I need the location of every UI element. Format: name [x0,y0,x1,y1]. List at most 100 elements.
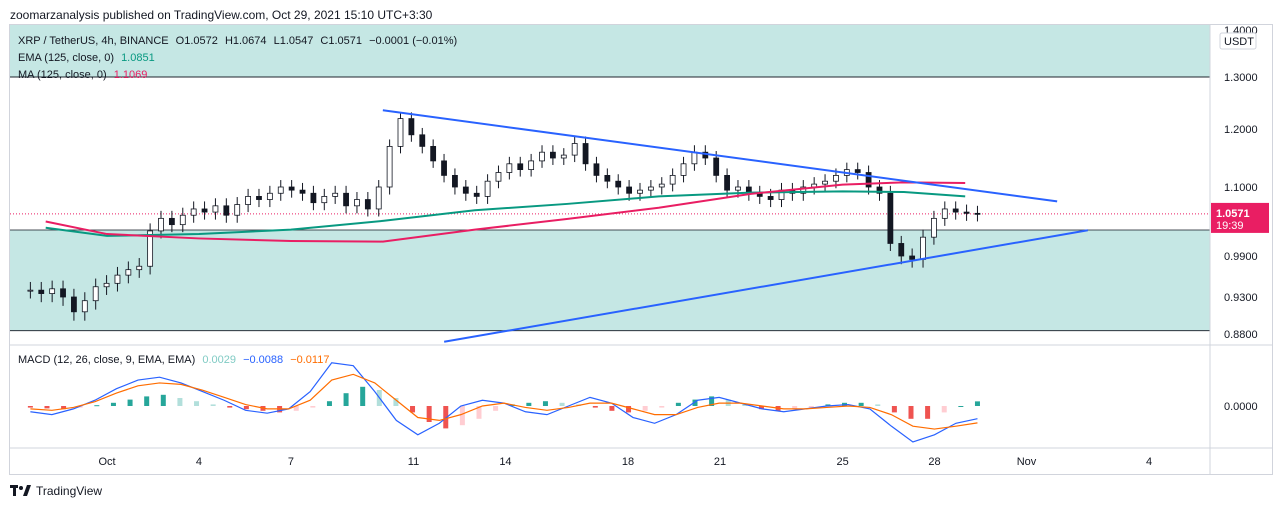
candle-body [506,163,513,173]
macd-histogram-bar [609,406,615,411]
candle-body [343,192,349,207]
macd-hist-value: 0.0029 [202,354,236,366]
candle-body [876,186,883,194]
candle-body [931,217,937,238]
candle-body [430,145,437,162]
macd-histogram-bar [908,406,914,419]
candle-body [822,180,828,185]
footer: TradingView [10,484,102,498]
candle-body [277,186,284,194]
candle-body [952,208,959,213]
macd-histogram-bar [692,399,698,406]
macd-histogram-bar [326,401,332,406]
trendline-upper [382,109,1058,203]
candle-body [234,204,241,216]
macd-histogram-bar [227,406,233,408]
x-tick-label-3: 11 [408,456,419,468]
candle-body [669,174,676,185]
candle-body [49,288,56,294]
macd-histogram-bar [709,396,715,406]
candle-body [419,134,426,147]
ma-legend: MA (125, close, 0) 1.1069 [18,69,151,81]
ma-label[interactable]: MA (125, close, 0) [18,69,107,81]
close-value: C1.0571 [320,35,363,47]
macd-histogram-bar [626,406,632,413]
candle-body [441,160,447,176]
candle-body [909,255,916,260]
candle-body [60,288,66,298]
candle-body [593,163,600,176]
macd-histogram-bar [393,398,399,406]
macd-line [30,362,978,443]
macd-histogram-bar [177,398,183,406]
candle-body [604,174,611,182]
candle-body [626,186,633,194]
ema-legend: EMA (125, close, 0) 1.0851 [18,52,159,64]
candle-body [212,205,219,213]
macd-histogram-bar [974,401,980,406]
candle-body [71,296,77,313]
candle-body [963,211,970,214]
x-tick-label-4: 14 [499,456,511,468]
candle-body [299,189,306,194]
macd-histogram-bar [94,405,100,407]
macd-histogram-bar [925,406,931,419]
change-value: −0.0001 (−0.01%) [369,35,458,47]
macd-histogram-bar [526,402,532,406]
candle-body [473,192,480,197]
open-value: O1.0572 [175,35,218,47]
macd-legend: MACD (12, 26, close, 9, EMA, EMA) 0.0029… [18,354,333,366]
macd-histogram-bar [459,406,465,426]
ema-value: 1.0851 [121,52,155,64]
candle-body [288,186,295,191]
macd-line-value: −0.0088 [243,354,284,366]
ma-value: 1.1069 [113,69,148,81]
candle-body [364,199,371,210]
candle-body [179,214,186,226]
x-tick-label-8: 28 [928,456,940,468]
x-tick-label-9: Nov [1017,456,1037,468]
candle-body [735,186,741,191]
macd-histogram-bar [27,406,33,408]
ema-label[interactable]: EMA (125, close, 0) [18,52,114,64]
y-tick-label-1: 1.3000 [1224,72,1258,84]
candle-body [550,151,556,159]
signal-line [30,373,978,430]
candle-body [462,186,469,194]
macd-histogram-bar [360,386,366,406]
candle-body [92,286,99,302]
macd-label[interactable]: MACD (12, 26, close, 9, EMA, EMA) [18,354,196,366]
publisher-line: zoomarzanalysis published on TradingView… [10,8,433,22]
macd-histogram-bar [941,406,947,413]
high-value: H1.0674 [224,35,267,47]
candle-body [354,199,360,207]
candle-body [495,172,502,182]
y-tick-label-5: 0.9300 [1224,292,1258,304]
candle-body [571,143,578,156]
candle-body [408,118,415,136]
macd-histogram-bar [592,406,598,408]
symbol-name[interactable]: XRP / TetherUS, 4h, BINANCE [18,35,169,47]
candle-body [103,282,110,288]
macd-histogram-bar [559,402,565,406]
candle-body [397,118,404,147]
macd-histogram-bar [110,402,116,406]
macd-histogram-bar [542,401,548,406]
candle-body [375,186,382,210]
macd-histogram-bar [825,404,831,406]
candle-body [245,196,251,205]
macd-histogram-bar [493,406,499,411]
candle-body [658,183,665,188]
candle-body [27,289,34,292]
zone-0 [10,25,1210,77]
zone-1 [10,229,1210,331]
macd-histogram-bar [127,399,133,406]
macd-histogram-bar [958,406,964,407]
y-tick-label-3: 1.1000 [1224,182,1258,194]
candle-body [310,192,317,204]
macd-histogram-bar [144,396,150,406]
footer-brand[interactable]: TradingView [36,484,103,498]
macd-histogram-bar [194,401,200,406]
